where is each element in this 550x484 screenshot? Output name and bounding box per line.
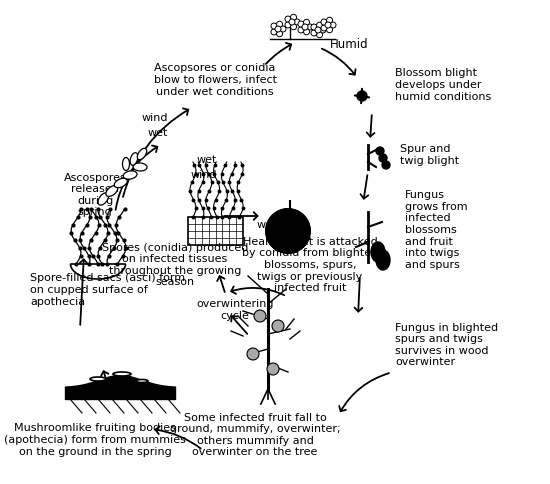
Circle shape bbox=[267, 363, 279, 375]
Polygon shape bbox=[266, 210, 310, 254]
Circle shape bbox=[307, 25, 313, 31]
Circle shape bbox=[327, 28, 333, 34]
Text: wind: wind bbox=[142, 113, 168, 123]
Circle shape bbox=[272, 320, 284, 333]
Text: wet: wet bbox=[148, 128, 168, 138]
Circle shape bbox=[247, 348, 259, 360]
Circle shape bbox=[290, 15, 296, 21]
Ellipse shape bbox=[136, 380, 148, 383]
Text: wet: wet bbox=[197, 155, 217, 165]
Circle shape bbox=[321, 20, 327, 26]
Ellipse shape bbox=[133, 164, 147, 172]
Bar bbox=[188, 217, 243, 245]
Circle shape bbox=[298, 22, 304, 28]
Text: Some infected fruit fall to
ground, mummify, overwinter;
others mummify and
over: Some infected fruit fall to ground, mumm… bbox=[170, 412, 340, 456]
Circle shape bbox=[325, 23, 331, 29]
Text: Spore-filled sacs (asci) form
on cupped surface of
apothecia: Spore-filled sacs (asci) form on cupped … bbox=[30, 273, 185, 306]
Circle shape bbox=[320, 28, 326, 34]
Circle shape bbox=[289, 20, 295, 26]
Text: wet: wet bbox=[257, 220, 277, 229]
Text: overwintering
cycle: overwintering cycle bbox=[196, 299, 274, 320]
Text: Ascospores
released
during
spring: Ascospores released during spring bbox=[64, 172, 126, 217]
Circle shape bbox=[271, 30, 277, 36]
Circle shape bbox=[266, 210, 310, 254]
Text: Spur and
twig blight: Spur and twig blight bbox=[400, 144, 459, 166]
Text: Spores (conidia) produced
on infected tissues
throughout the growing
season: Spores (conidia) produced on infected ti… bbox=[102, 242, 248, 287]
Circle shape bbox=[285, 23, 291, 29]
Circle shape bbox=[317, 23, 322, 29]
Ellipse shape bbox=[90, 377, 106, 381]
Circle shape bbox=[304, 30, 310, 36]
Ellipse shape bbox=[376, 251, 390, 271]
Circle shape bbox=[311, 25, 317, 31]
Text: Healthy fruit is attacked
by conidia from blighted
blossoms, spurs,
twigs or pre: Healthy fruit is attacked by conidia fro… bbox=[242, 236, 378, 293]
Circle shape bbox=[271, 24, 277, 30]
Circle shape bbox=[290, 25, 296, 30]
Circle shape bbox=[285, 17, 291, 23]
Circle shape bbox=[302, 25, 308, 31]
Circle shape bbox=[277, 31, 283, 38]
Text: Fungus
grows from
infected
blossoms
and fruit
into twigs
and spurs: Fungus grows from infected blossoms and … bbox=[405, 190, 468, 269]
Text: wind: wind bbox=[191, 170, 217, 180]
Circle shape bbox=[357, 92, 367, 102]
Circle shape bbox=[298, 28, 304, 34]
Circle shape bbox=[304, 20, 310, 26]
Circle shape bbox=[294, 20, 300, 26]
Circle shape bbox=[311, 31, 317, 37]
Text: Humid: Humid bbox=[330, 38, 369, 51]
Text: Fungus in blighted
spurs and twigs
survives in wood
overwinter: Fungus in blighted spurs and twigs survi… bbox=[395, 322, 498, 367]
Ellipse shape bbox=[113, 372, 131, 376]
Circle shape bbox=[254, 310, 266, 322]
Circle shape bbox=[382, 162, 390, 170]
Ellipse shape bbox=[98, 194, 108, 206]
Circle shape bbox=[321, 26, 327, 32]
Circle shape bbox=[280, 27, 286, 33]
Circle shape bbox=[317, 33, 322, 39]
Ellipse shape bbox=[114, 179, 127, 188]
Circle shape bbox=[376, 148, 384, 156]
Ellipse shape bbox=[123, 171, 137, 180]
Ellipse shape bbox=[123, 158, 129, 171]
Ellipse shape bbox=[371, 242, 385, 262]
Text: Mushroomlike fruiting bodies
(apothecia) form from mummies
on the ground in the : Mushroomlike fruiting bodies (apothecia)… bbox=[4, 423, 186, 455]
Circle shape bbox=[327, 18, 333, 24]
Text: Ascopsores or conidia
blow to flowers, infect
under wet conditions: Ascopsores or conidia blow to flowers, i… bbox=[153, 63, 277, 96]
Circle shape bbox=[275, 27, 281, 33]
Circle shape bbox=[330, 23, 336, 29]
Circle shape bbox=[277, 22, 283, 28]
Ellipse shape bbox=[130, 153, 138, 166]
Ellipse shape bbox=[138, 149, 147, 160]
Text: Blossom blight
develops under
humid conditions: Blossom blight develops under humid cond… bbox=[395, 68, 491, 101]
Circle shape bbox=[379, 155, 387, 163]
Ellipse shape bbox=[106, 186, 118, 197]
Circle shape bbox=[315, 28, 321, 34]
